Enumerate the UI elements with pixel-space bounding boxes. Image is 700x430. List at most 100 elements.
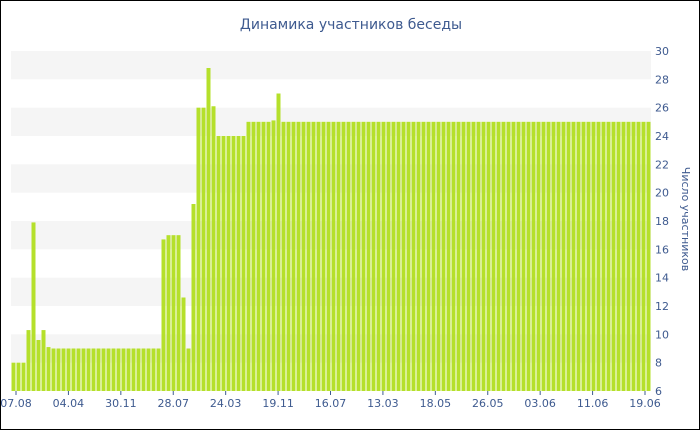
bar <box>551 121 556 391</box>
bar <box>566 121 571 391</box>
bar <box>351 121 356 391</box>
y-tick-label: 18 <box>655 215 669 228</box>
bar <box>101 348 106 391</box>
x-tick-label: 28.07 <box>158 397 190 410</box>
bar <box>26 330 31 391</box>
bar <box>421 121 426 391</box>
y-tick-label: 26 <box>655 102 669 115</box>
bar <box>636 121 641 391</box>
y-tick-label: 28 <box>655 73 669 86</box>
bar <box>31 222 36 391</box>
bar <box>546 121 551 391</box>
bar <box>451 121 456 391</box>
bar <box>526 121 531 391</box>
bar <box>291 121 296 391</box>
bar <box>76 348 81 391</box>
bar <box>436 121 441 391</box>
bar <box>86 348 91 391</box>
bar <box>191 204 196 391</box>
bar <box>486 121 491 391</box>
y-tick-label: 8 <box>655 357 662 370</box>
bar <box>126 348 131 391</box>
bar <box>471 121 476 391</box>
bar <box>646 121 651 391</box>
bar <box>386 121 391 391</box>
grid-band <box>11 51 651 80</box>
bar <box>151 348 156 391</box>
bar <box>231 136 236 391</box>
bar <box>391 121 396 391</box>
bar <box>241 136 246 391</box>
bar <box>331 121 336 391</box>
bar <box>311 121 316 391</box>
bars <box>11 68 651 392</box>
bar <box>116 348 121 391</box>
bar <box>91 348 96 391</box>
x-tick-label: 26.05 <box>472 397 504 410</box>
y-tick-label: 30 <box>655 45 669 58</box>
bar <box>356 121 361 391</box>
bar <box>496 121 501 391</box>
bar <box>216 136 221 391</box>
x-tick-label: 19.06 <box>629 397 661 410</box>
bar <box>371 121 376 391</box>
x-tick-label: 04.04 <box>53 397 85 410</box>
bar <box>141 348 146 391</box>
bar <box>491 121 496 391</box>
bar <box>586 121 591 391</box>
y-tick-label: 20 <box>655 187 669 200</box>
bar <box>626 121 631 391</box>
bar <box>616 121 621 391</box>
bar <box>561 121 566 391</box>
chart-title: Динамика участников беседы <box>240 17 462 33</box>
bar <box>251 121 256 391</box>
bar <box>571 121 576 391</box>
bar <box>106 348 111 391</box>
bar <box>271 120 276 392</box>
bar <box>16 362 21 391</box>
bar <box>11 362 16 391</box>
bar <box>46 347 51 391</box>
bar <box>501 121 506 391</box>
bar <box>361 121 366 391</box>
bar <box>631 121 636 391</box>
bar <box>531 121 536 391</box>
bar <box>581 121 586 391</box>
bar <box>66 348 71 391</box>
bar <box>461 121 466 391</box>
bar <box>621 121 626 391</box>
bar <box>516 121 521 391</box>
bar <box>56 348 61 391</box>
bar <box>446 121 451 391</box>
bar <box>121 348 126 391</box>
bar <box>476 121 481 391</box>
y-tick-label: 24 <box>655 130 669 143</box>
bar <box>156 348 161 391</box>
bar <box>201 107 206 392</box>
bar <box>206 68 211 391</box>
x-axis-ticks: 07.08 04.04 30.11 28.07 24.03 19.11 16.07 13.03… <box>1 391 661 410</box>
bar <box>506 121 511 391</box>
bar <box>246 121 251 391</box>
bar <box>301 121 306 391</box>
bar <box>381 121 386 391</box>
bar <box>591 121 596 391</box>
x-tick-label: 03.06 <box>524 397 556 410</box>
bar <box>281 121 286 391</box>
bar <box>256 121 261 391</box>
bar <box>511 121 516 391</box>
bar <box>166 235 171 391</box>
bar <box>236 136 241 391</box>
bar <box>576 121 581 391</box>
y-tick-label: 12 <box>655 300 669 313</box>
x-tick-label: 19.11 <box>262 397 294 410</box>
bar <box>611 121 616 391</box>
bar <box>196 107 201 392</box>
y-tick-label: 6 <box>655 385 662 398</box>
bar <box>326 121 331 391</box>
y-axis-label: Число участников <box>679 167 692 271</box>
bar <box>416 121 421 391</box>
bar <box>411 121 416 391</box>
bar <box>441 121 446 391</box>
